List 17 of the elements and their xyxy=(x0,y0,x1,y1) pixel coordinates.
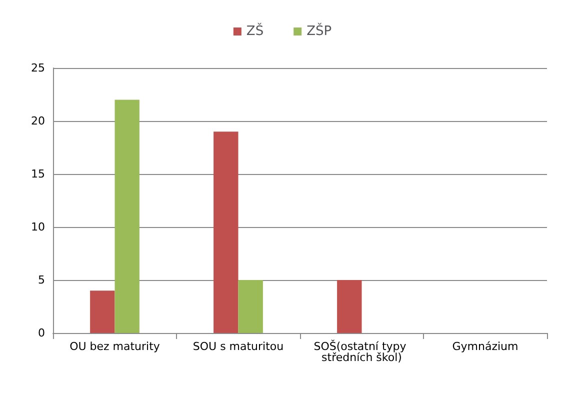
y-tick-label: 0 xyxy=(38,326,45,340)
x-tick-label: Gymnázium xyxy=(452,340,518,353)
x-tick-label: OU bez maturity xyxy=(70,340,160,353)
legend-label: ZŠP xyxy=(306,22,332,39)
y-tick-label: 15 xyxy=(31,168,45,180)
y-tick-label: 20 xyxy=(31,114,45,128)
x-tick-label: SOU s maturitou xyxy=(192,340,284,353)
bar xyxy=(114,100,140,333)
y-tick-label: 5 xyxy=(38,274,45,286)
bar xyxy=(337,280,362,333)
bar xyxy=(214,132,238,333)
y-tick-label: 25 xyxy=(31,62,45,74)
legend-label: ZŠ xyxy=(246,22,264,39)
y-tick-label: 10 xyxy=(31,220,45,234)
x-tick-label: SOŠ(ostatní typy středních škol) xyxy=(314,339,410,364)
bar xyxy=(238,280,263,333)
bar xyxy=(90,290,115,333)
